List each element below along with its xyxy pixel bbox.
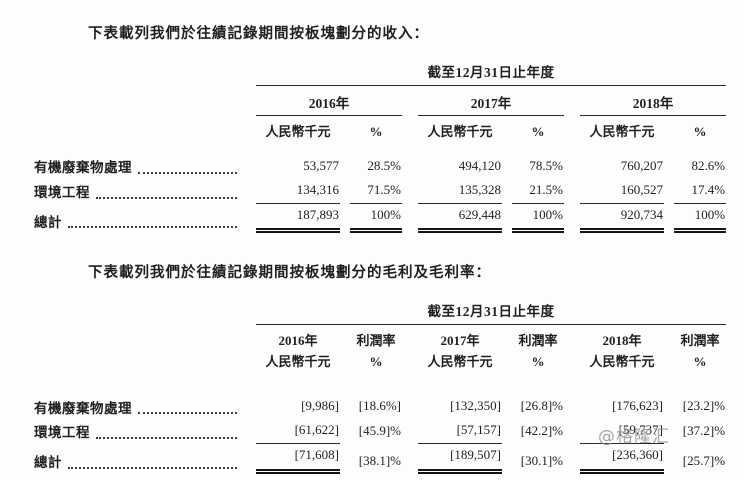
row-label: 環境工程 xyxy=(34,425,90,441)
margin-header: 利潤率 xyxy=(518,333,558,349)
year-header-2016: 2016年 xyxy=(278,333,318,349)
cell-value: 17.4% xyxy=(674,179,727,204)
row-label: 有機廢棄物處理 xyxy=(34,160,132,176)
year-header-2018: 2018年 xyxy=(580,86,727,116)
cell-value: 920,734 xyxy=(580,204,664,234)
cell-value: 100% xyxy=(674,204,727,234)
cell-value: 760,207 xyxy=(620,158,663,173)
column-header-row: 人民幣千元 % 人民幣千元 % 人民幣千元 % xyxy=(34,349,726,370)
table-row-total: 總計 [71,608] [38.1]% [189,507] [30.1]% [2… xyxy=(34,444,726,474)
cell-value: [132,350] xyxy=(450,398,501,414)
cell-value: [26.8]% xyxy=(520,398,563,414)
cell-value: [189,507] xyxy=(418,444,502,474)
year-header-2018: 2018年 xyxy=(602,333,642,349)
table-row-total: 總計 187,893 100% 629,448 100% 920,734 100… xyxy=(34,204,727,234)
revenue-intro-text: 下表載列我們於往績記錄期間按板塊劃分的收入： xyxy=(88,26,429,42)
gelonghui-watermark: @格隆汇 xyxy=(598,427,670,447)
cell-value: 160,527 xyxy=(580,179,664,204)
table-row-organic-waste: 有機廢棄物處理 [9,986] [18.6%] [132,350] [26.8]… xyxy=(34,395,726,419)
cell-value: 28.5% xyxy=(367,158,401,173)
unit-header: 人民幣千元 xyxy=(589,354,655,370)
cell-value: [236,360] xyxy=(580,444,664,474)
cell-value: 82.6% xyxy=(691,158,726,173)
margin-header: 利潤率 xyxy=(680,333,720,349)
unit-header: 人民幣千元 xyxy=(427,124,493,139)
gross-profit-intro-text: 下表載列我們於往績記錄期間按板塊劃分的毛利及毛利率： xyxy=(88,265,491,282)
row-label: 有機廢棄物處理 xyxy=(34,400,132,416)
year-header-2016: 2016年 xyxy=(256,86,402,116)
cell-value: [42.2]% xyxy=(520,423,563,439)
cell-value: 494,120 xyxy=(458,158,501,173)
cell-value: 53,577 xyxy=(303,158,339,173)
leader-dots xyxy=(138,171,237,174)
cell-value: 78.5% xyxy=(529,158,563,173)
cell-value: 100% xyxy=(350,204,402,234)
row-label: 總計 xyxy=(34,214,62,230)
cell-value: 134,316 xyxy=(256,179,340,204)
cell-value: 629,448 xyxy=(418,204,502,234)
percent-header: % xyxy=(369,124,383,139)
row-label: 總計 xyxy=(34,455,62,471)
percent-header: % xyxy=(369,354,383,370)
cell-value: [30.1]% xyxy=(520,452,563,468)
leader-dots xyxy=(68,466,237,469)
cell-value: [71,608] xyxy=(256,444,340,474)
cell-value: 21.5% xyxy=(512,179,564,204)
cell-value: [23.2]% xyxy=(682,398,726,414)
cell-value: [59,737] xyxy=(580,419,664,444)
cell-value: 100% xyxy=(512,204,564,234)
percent-header: % xyxy=(531,354,545,370)
cell-value: [176,623] xyxy=(612,398,663,414)
cell-value: [9,986] xyxy=(301,398,339,414)
period-header: 截至12月31日止年度 xyxy=(256,61,727,86)
cell-value: [38.1]% xyxy=(358,452,401,468)
unit-header: 人民幣千元 xyxy=(265,354,331,370)
unit-header: 人民幣千元 xyxy=(427,354,493,370)
year-header-2017: 2017年 xyxy=(440,333,480,349)
table-row-organic-waste: 有機廢棄物處理 53,577 28.5% 494,120 78.5% 760,2… xyxy=(34,155,726,179)
row-label: 環境工程 xyxy=(34,185,90,200)
margin-header: 利潤率 xyxy=(356,333,396,349)
leader-dots xyxy=(68,226,237,229)
leader-dots xyxy=(96,436,237,439)
table-row-environmental-engineering: 環境工程 [61,622] [45.9]% [57,157] [42.2]% [… xyxy=(34,419,726,444)
period-header: 截至12月31日止年度 xyxy=(256,300,727,326)
table-row-environmental-engineering: 環境工程 134,316 71.5% 135,328 21.5% 160,527… xyxy=(34,179,727,204)
unit-header: 人民幣千元 xyxy=(265,124,331,139)
year-header-2017: 2017年 xyxy=(418,86,564,116)
percent-header: % xyxy=(531,124,545,139)
percent-header: % xyxy=(693,124,707,139)
cell-value: [57,157] xyxy=(418,419,502,444)
cell-value: [18.6%] xyxy=(358,398,401,414)
cell-value: [61,622] xyxy=(256,419,340,444)
unit-header: 人民幣千元 xyxy=(589,124,655,139)
year-header-row: 2016年 2017年 2018年 xyxy=(34,86,727,116)
percent-header: % xyxy=(693,354,707,370)
period-header-row: 截至12月31日止年度 xyxy=(34,61,727,86)
cell-value: 71.5% xyxy=(350,179,402,204)
cell-value: 135,328 xyxy=(418,179,502,204)
leader-dots xyxy=(138,412,237,415)
cell-value: [25.7]% xyxy=(682,452,726,468)
gross-profit-table: 截至12月31日止年度 2016年 利潤率 2017年 利潤率 2018年 利潤… xyxy=(34,300,727,474)
cell-value: [45.9]% xyxy=(358,423,401,439)
leader-dots xyxy=(96,196,237,199)
period-header-row: 截至12月31日止年度 xyxy=(34,300,727,326)
revenue-table: 截至12月31日止年度 2016年 2017年 2018年 人民幣千元 % 人民… xyxy=(34,61,727,234)
cell-value: [37.2]% xyxy=(682,423,726,439)
cell-value: 187,893 xyxy=(256,204,340,234)
column-header-row: 人民幣千元 % 人民幣千元 % 人民幣千元 % xyxy=(34,116,726,140)
year-header-row: 2016年 利潤率 2017年 利潤率 2018年 利潤率 xyxy=(34,325,726,349)
